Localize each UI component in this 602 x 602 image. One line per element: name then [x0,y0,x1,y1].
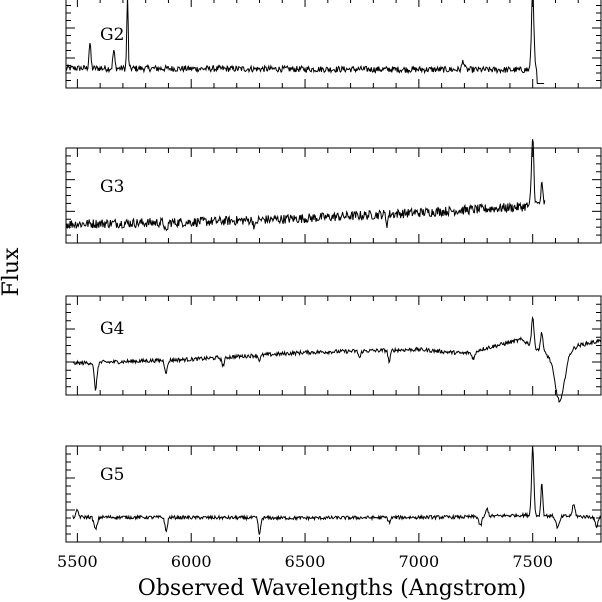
spectrum-panel-g2: G2 [65,0,602,89]
x-tick-label: 6000 [171,552,212,571]
x-tick-label: 6500 [285,552,326,571]
panel-frame [65,0,602,89]
panel-label-g2: G2 [100,25,124,45]
x-axis-label: Observed Wavelengths (Angstrom) [138,576,526,601]
x-tick-label: 7000 [399,552,440,571]
x-tick-label: 7500 [512,552,553,571]
x-tick-labels: 5500 6000 6500 7000 7500 [57,552,553,571]
x-tick-label: 5500 [57,552,98,571]
spectrum-line-g3 [65,139,546,232]
spectrum-panel-g3: G3 [65,139,602,244]
panel-frame [65,147,602,244]
spectrum-line-g4 [72,315,602,404]
panel-label-g5: G5 [100,465,124,485]
panel-frame [65,295,602,396]
spectrum-panel-g5: G5 [65,445,602,543]
y-axis-label: Flux [0,247,24,296]
panels: G2 G3 G4 G5 [65,0,602,543]
panel-label-g4: G4 [100,319,124,339]
panel-label-g3: G3 [100,177,124,197]
spectrum-line-g2 [65,0,545,84]
spectrum-line-g5 [72,446,602,535]
spectrum-panel-g4: G4 [65,295,602,404]
panel-frame [65,445,602,543]
